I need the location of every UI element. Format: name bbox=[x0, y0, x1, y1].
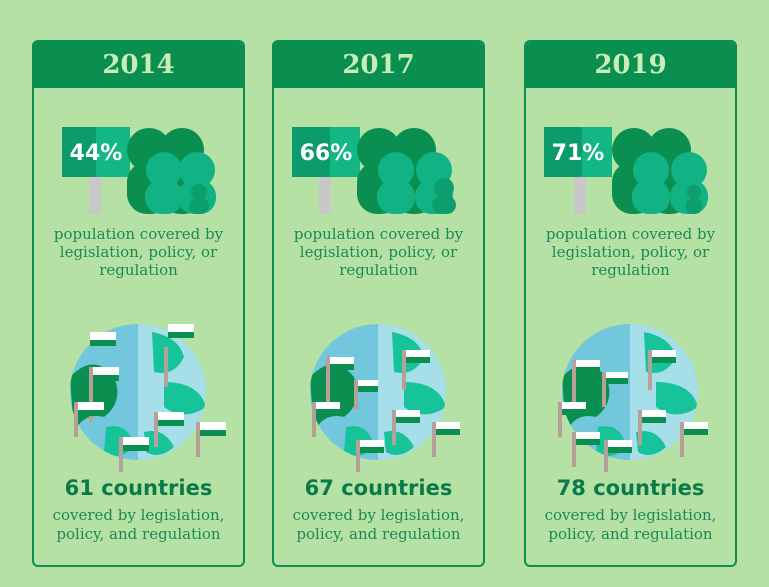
countries-count: 78 countries bbox=[556, 476, 705, 500]
globe-icon bbox=[70, 324, 226, 472]
people-icon: 44% bbox=[62, 127, 216, 214]
card-2019: 2019 71% population covered by legislati… bbox=[524, 40, 737, 567]
population-text: population covered by legislation, polic… bbox=[293, 225, 464, 279]
flag-icon bbox=[74, 324, 226, 472]
year-header: 2019 bbox=[526, 42, 735, 88]
people-icon: 66% bbox=[292, 127, 456, 214]
year-label: 2017 bbox=[342, 50, 415, 80]
percent-label: 44% bbox=[70, 141, 123, 166]
year-header: 2017 bbox=[274, 42, 483, 88]
countries-count: 67 countries bbox=[304, 476, 453, 500]
percent-label: 71% bbox=[552, 141, 605, 166]
globe-icon bbox=[310, 324, 460, 472]
people-icon: 71% bbox=[544, 127, 708, 214]
year-label: 2019 bbox=[594, 50, 667, 80]
percent-label: 66% bbox=[300, 141, 353, 166]
year-label: 2014 bbox=[102, 50, 175, 80]
population-text: population covered by legislation, polic… bbox=[53, 225, 224, 279]
covered-text: covered by legislation, policy, and regu… bbox=[292, 506, 465, 543]
flag-icon bbox=[312, 350, 460, 472]
year-header: 2014 bbox=[34, 42, 243, 88]
countries-count: 61 countries bbox=[64, 476, 213, 500]
covered-text: covered by legislation, policy, and regu… bbox=[544, 506, 717, 543]
card-2014: 2014 44% population covered by legislati… bbox=[32, 40, 245, 567]
card-2017: 2017 66% population covered by legislati… bbox=[272, 40, 485, 567]
flag-icon bbox=[558, 350, 708, 472]
globe-icon bbox=[558, 324, 708, 472]
covered-text: covered by legislation, policy, and regu… bbox=[52, 506, 225, 543]
population-text: population covered by legislation, polic… bbox=[545, 225, 716, 279]
